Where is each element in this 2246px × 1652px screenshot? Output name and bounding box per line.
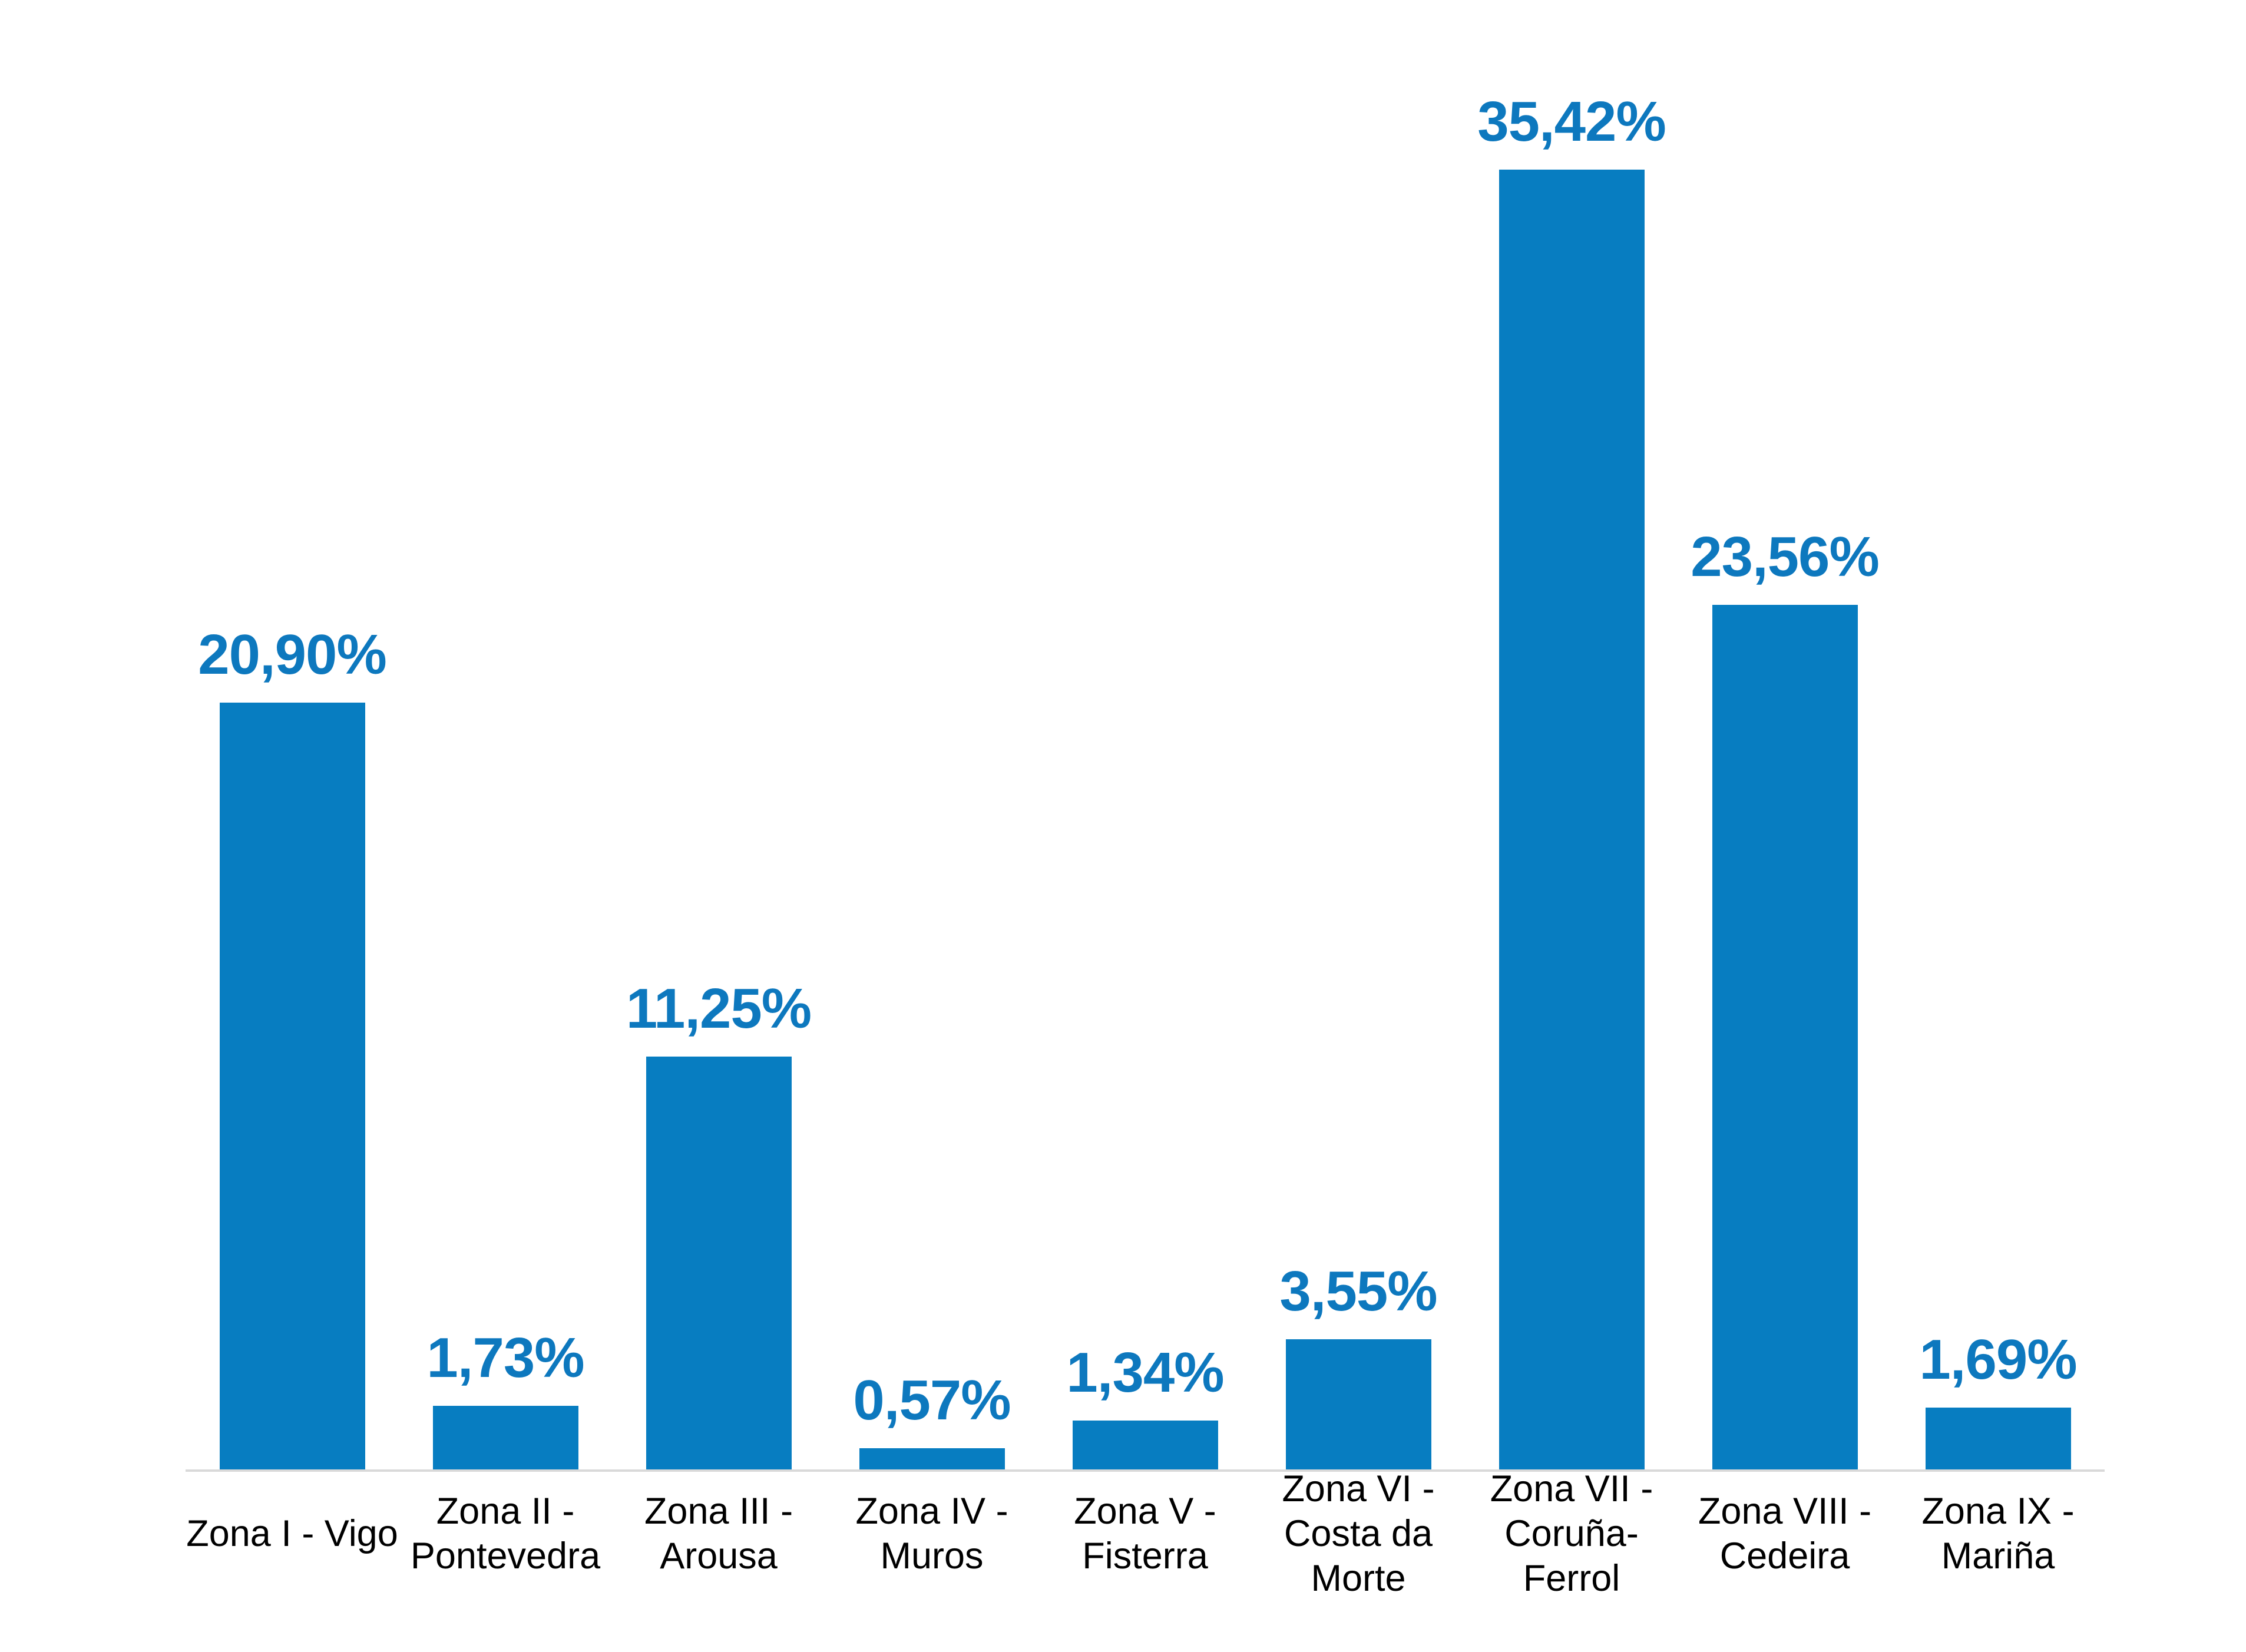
x-axis-category-label-line: Ferrol	[1523, 1558, 1620, 1599]
bar	[1072, 1421, 1218, 1469]
x-axis-category-label-line: Zona V -	[1074, 1491, 1216, 1532]
x-axis-category-label-line: Zona IX -	[1921, 1491, 2075, 1532]
bar-value-label: 1,73%	[426, 1326, 584, 1389]
x-axis-category-label: Zona III - Arousa	[594, 1489, 843, 1578]
bar	[432, 1406, 578, 1469]
x-axis-category-label: Zona V - Fisterra	[1021, 1489, 1269, 1578]
x-axis-category-label: Zona IX - Mariña	[1874, 1489, 2122, 1578]
x-axis-category-label-line: Cedeira	[1719, 1535, 1850, 1577]
bar-column: 3,55% Zona VI - Costa da Morte	[1252, 0, 1465, 1599]
x-axis-category-label-line: Zona II -	[436, 1491, 575, 1532]
bar	[859, 1448, 1005, 1469]
x-axis-category-label-line: Mariña	[1941, 1535, 2055, 1577]
bar-value-label: 3,55%	[1279, 1260, 1437, 1323]
x-axis-category-label-line: Zona I - Vigo	[186, 1513, 398, 1554]
x-axis-category-label-line: Zona VIII -	[1698, 1491, 1872, 1532]
x-axis-category-label: Zona VII - Coruña- Ferrol	[1447, 1466, 1696, 1601]
plot-area: 20,90% Zona I - Vigo 1,73% Zona II - Ponteve…	[186, 0, 2105, 1599]
x-axis-category-label: Zona VI - Costa da Morte	[1234, 1466, 1483, 1601]
bar-value-label: 35,42%	[1477, 90, 1666, 153]
bar-column: 1,34% Zona V - Fisterra	[1038, 0, 1252, 1577]
x-axis-category-label-line: Fisterra	[1082, 1535, 1208, 1577]
bar-column: 0,57% Zona IV - Muros	[825, 0, 1038, 1577]
bar-value-label: 1,34%	[1066, 1341, 1224, 1404]
bar-column: 1,69% Zona IX - Mariña	[1891, 0, 2105, 1577]
bar	[219, 703, 365, 1469]
bar-column: 23,56% Zona VIII - Cedeira	[1678, 0, 1891, 1577]
x-axis-category-label-line: Zona VI -	[1282, 1468, 1435, 1509]
bar-column: 35,42% Zona VII - Coruña- Ferrol	[1465, 0, 1678, 1599]
x-axis-category-label-line: Coruña-	[1504, 1513, 1639, 1554]
bar	[1499, 170, 1645, 1469]
bar	[1925, 1408, 2071, 1469]
bar-value-label: 20,90%	[198, 623, 387, 686]
x-axis-category-label: Zona II - Pontevedra	[381, 1489, 630, 1578]
bar-column: 1,73% Zona II - Pontevedra	[399, 0, 612, 1577]
x-axis-category-label-line: Muros	[880, 1535, 984, 1577]
x-axis-category-label: Zona VIII - Cedeira	[1660, 1489, 1909, 1578]
bar-column: 11,25% Zona III - Arousa	[612, 0, 825, 1577]
x-axis-category-label-line: Costa da	[1284, 1513, 1433, 1554]
x-axis-category-label-line: Zona IV -	[855, 1491, 1008, 1532]
bar-value-label: 11,25%	[626, 977, 812, 1040]
x-axis-category-label-line: Zona III -	[644, 1491, 793, 1532]
x-axis-category-label-line: Arousa	[660, 1535, 778, 1577]
bar	[646, 1057, 792, 1469]
bar	[1712, 605, 1858, 1469]
x-axis-category-label-line: Morte	[1311, 1558, 1406, 1599]
x-axis-category-label-line: Pontevedra	[410, 1535, 601, 1577]
x-axis-category-label: Zona IV - Muros	[808, 1489, 1056, 1578]
x-axis-category-label: Zona I - Vigo	[168, 1511, 416, 1556]
bar-value-label: 0,57%	[853, 1369, 1011, 1432]
bar-value-label: 23,56%	[1691, 525, 1880, 588]
x-axis-category-label-line: Zona VII -	[1490, 1468, 1653, 1509]
bar-value-label: 1,69%	[1919, 1328, 2077, 1391]
bar	[1285, 1339, 1431, 1469]
bar-column: 20,90% Zona I - Vigo	[186, 0, 399, 1554]
